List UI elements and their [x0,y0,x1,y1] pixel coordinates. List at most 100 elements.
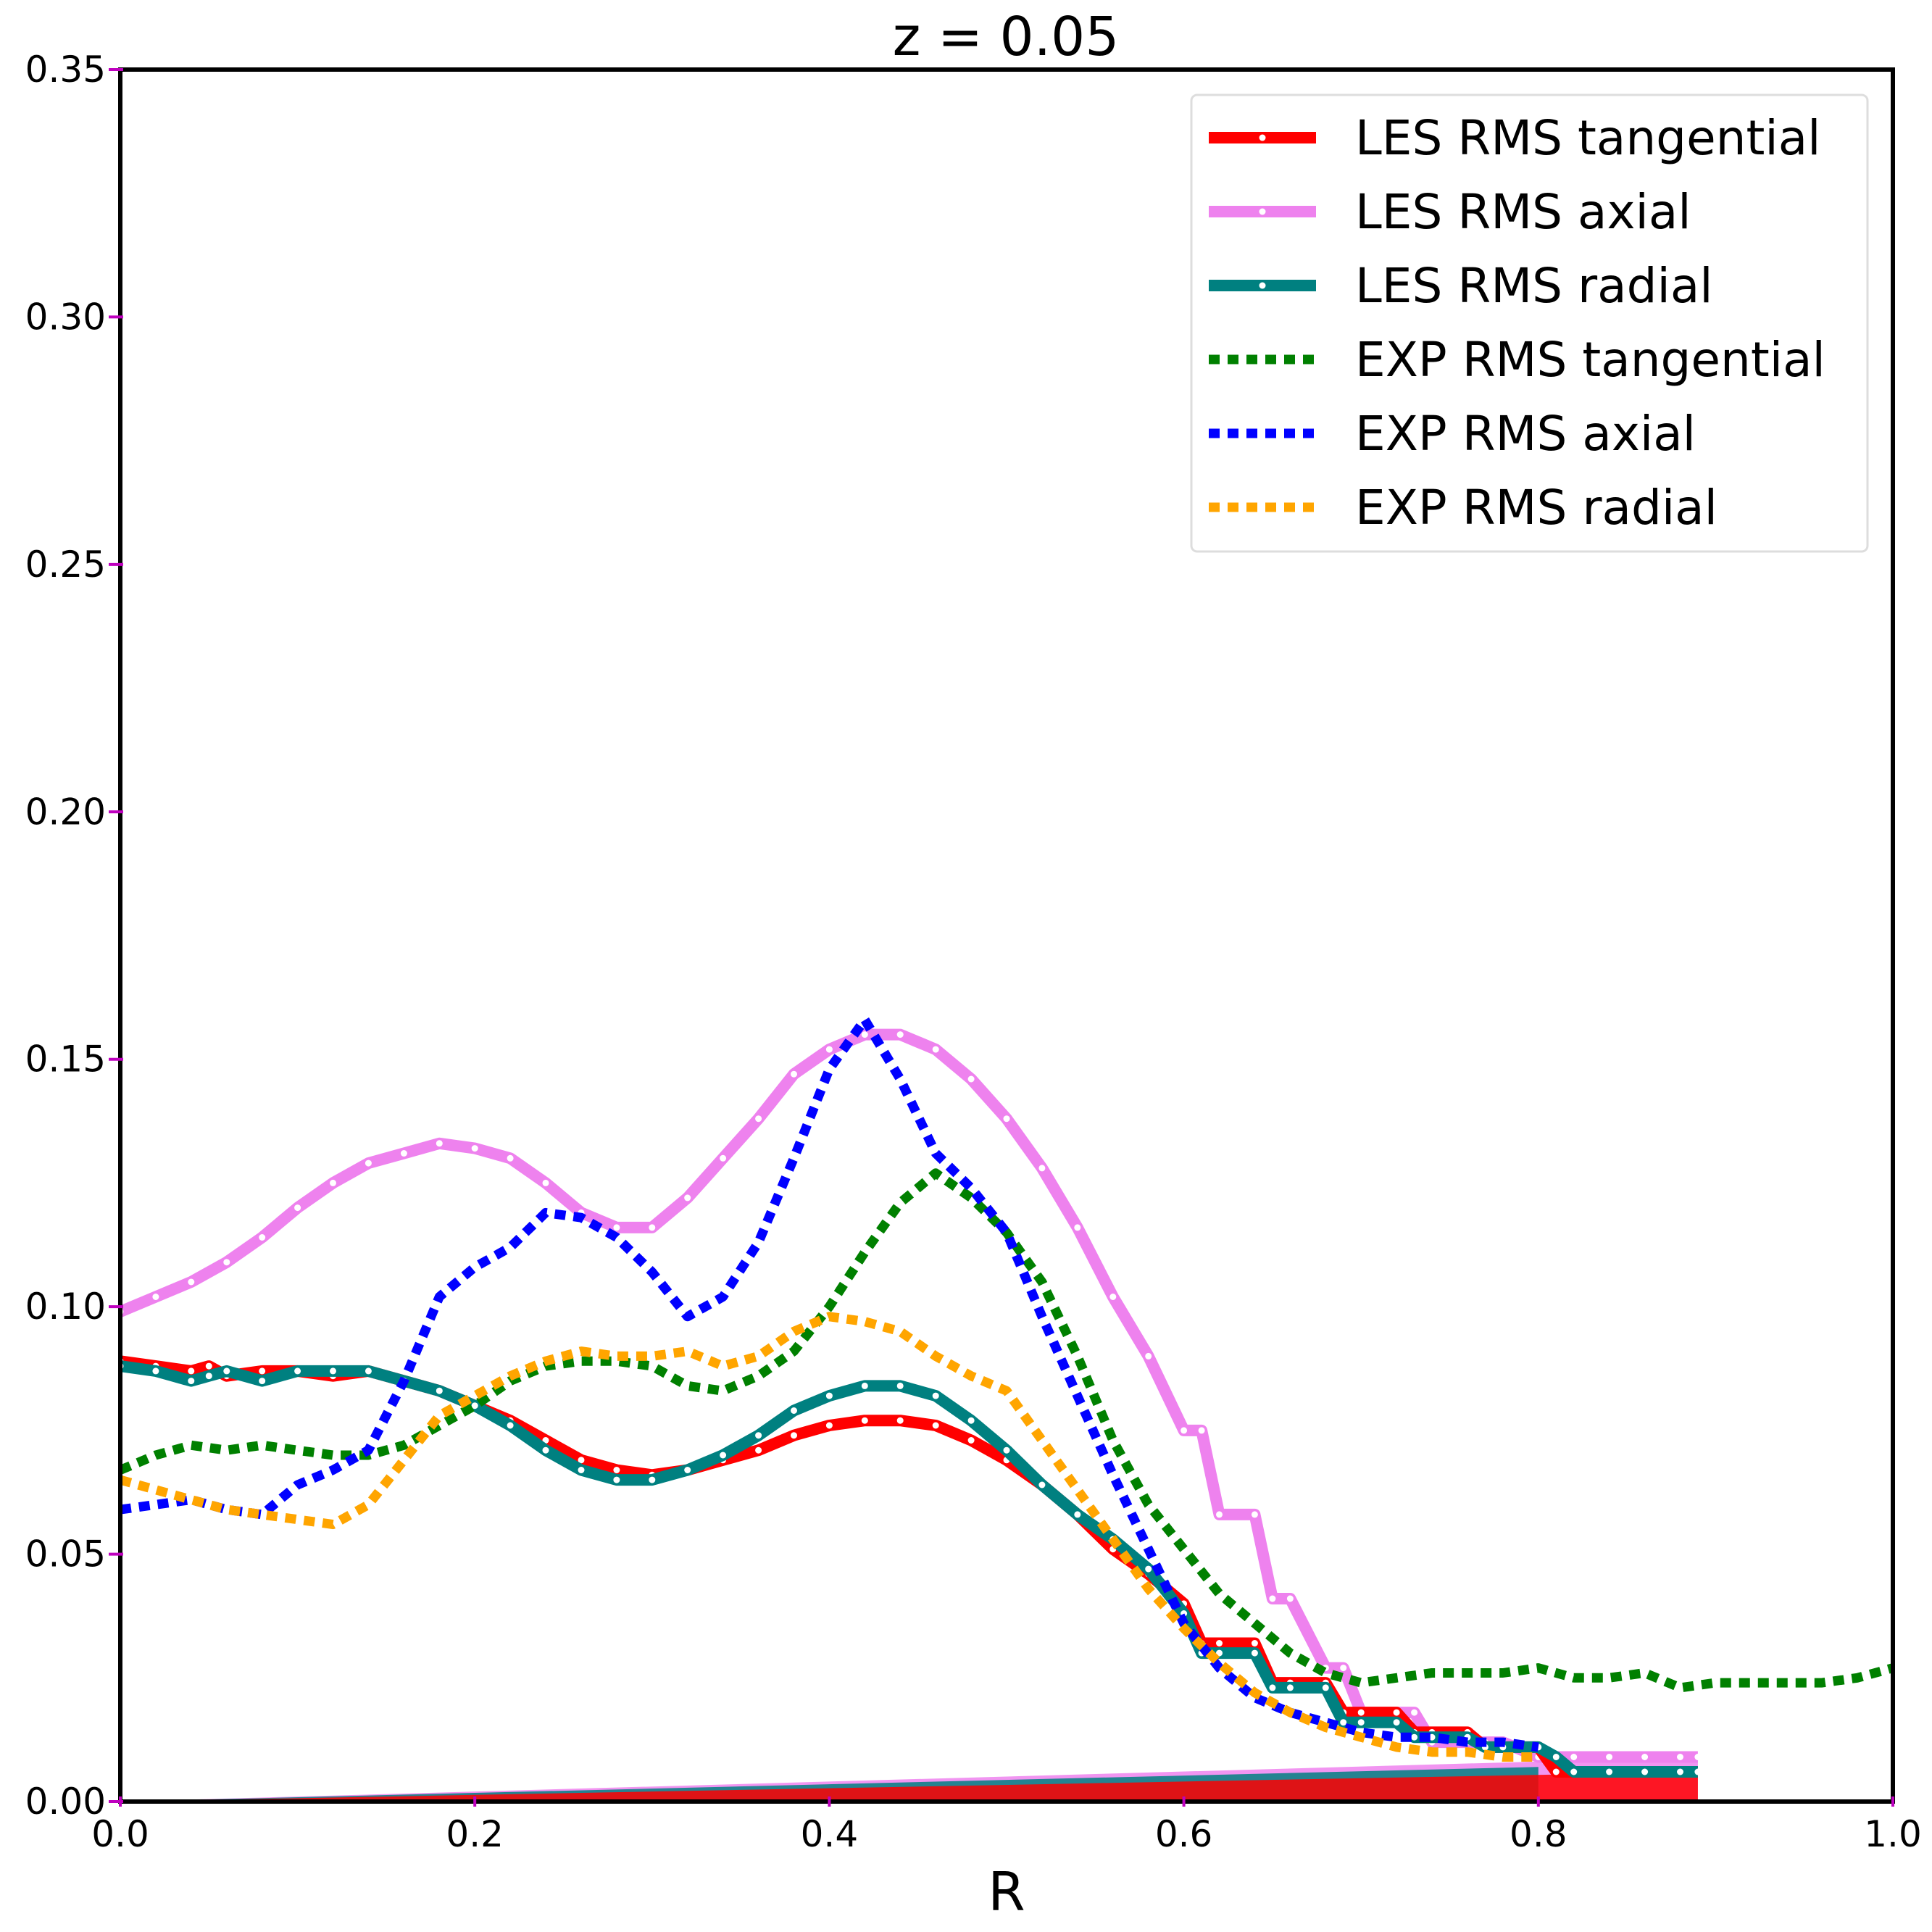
data-point [1394,1710,1400,1716]
data-point [684,1467,691,1473]
data-point [1216,1511,1223,1517]
data-point [578,1467,585,1473]
legend-swatch-marker [1259,209,1266,215]
data-point [613,1224,620,1231]
data-point [436,1140,443,1146]
data-point [1074,1224,1080,1231]
data-point [507,1423,514,1429]
data-point [401,1150,407,1157]
data-point [968,1437,975,1444]
data-point [1694,1769,1701,1775]
data-point [543,1180,549,1186]
data-point [1287,1596,1294,1602]
data-point [223,1259,230,1265]
data-point [649,1224,655,1231]
data-point [1323,1684,1329,1691]
data-point [613,1477,620,1483]
data-point [152,1294,159,1300]
data-point [933,1393,939,1399]
data-point [1252,1650,1258,1657]
data-point [826,1423,833,1429]
data-point [1252,1640,1258,1646]
data-point [862,1417,868,1424]
data-point [862,1031,868,1038]
data-point [684,1194,691,1201]
data-point [755,1432,762,1438]
data-point [897,1031,904,1038]
data-point [1340,1719,1346,1725]
legend-label: EXP RMS radial [1355,480,1717,536]
y-tick-label: 0.15 [25,1038,106,1080]
data-point [1677,1754,1683,1760]
data-point [1641,1769,1648,1775]
chart-title: z = 0.05 [893,6,1120,68]
data-point [259,1234,265,1241]
data-point [1394,1719,1400,1725]
data-point [436,1388,443,1394]
data-point [365,1160,372,1167]
data-point [1038,1165,1045,1171]
data-point [152,1367,159,1374]
data-point [507,1155,514,1162]
data-point [1677,1769,1683,1775]
x-tick-label: 0.4 [801,1813,859,1855]
data-point [897,1383,904,1389]
data-point [755,1447,762,1454]
data-point [1340,1665,1346,1671]
data-point [1269,1596,1275,1602]
legend-swatch-marker [1259,283,1266,289]
y-tick-label: 0.20 [25,791,106,833]
data-point [188,1367,194,1374]
x-axis-label: R [988,1861,1025,1923]
data-point [1358,1719,1365,1725]
data-point [1004,1447,1010,1454]
y-tick-label: 0.10 [25,1286,106,1328]
legend-label: LES RMS tangential [1355,110,1821,166]
data-point [1109,1294,1116,1300]
data-point [1252,1511,1258,1517]
data-point [933,1046,939,1053]
data-point [1570,1754,1577,1760]
data-point [188,1378,194,1384]
data-point [720,1155,726,1162]
data-point [1606,1754,1612,1760]
data-point [649,1477,655,1483]
data-point [1216,1640,1223,1646]
data-point [365,1367,372,1374]
data-point [472,1145,478,1152]
data-point [1358,1710,1365,1716]
data-point [330,1367,336,1374]
data-point [259,1378,265,1384]
data-point [1606,1769,1612,1775]
legend-label: EXP RMS tangential [1355,332,1825,388]
data-point [791,1071,797,1078]
data-point [720,1452,726,1459]
data-point [1199,1427,1205,1433]
data-point [1145,1353,1152,1360]
data-point [968,1076,975,1083]
data-point [933,1423,939,1429]
data-point [543,1447,549,1454]
data-point [1181,1427,1187,1433]
data-point [826,1046,833,1053]
data-point [826,1393,833,1399]
data-point [223,1367,230,1374]
data-point [1553,1754,1560,1760]
y-tick-label: 0.35 [25,49,106,91]
legend-label: EXP RMS axial [1355,406,1696,462]
data-point [1145,1566,1152,1573]
x-tick-label: 0.8 [1510,1813,1567,1855]
data-point [1553,1769,1560,1775]
data-point [188,1279,194,1286]
data-point [1411,1734,1417,1741]
data-point [791,1432,797,1438]
y-tick-label: 0.30 [25,296,106,338]
data-point [330,1180,336,1186]
y-tick-label: 0.05 [25,1533,106,1575]
legend-label: LES RMS radial [1355,258,1713,314]
legend-swatch-marker [1259,135,1266,141]
x-tick-label: 0.6 [1155,1813,1213,1855]
data-point [1004,1115,1010,1122]
data-point [1570,1769,1577,1775]
